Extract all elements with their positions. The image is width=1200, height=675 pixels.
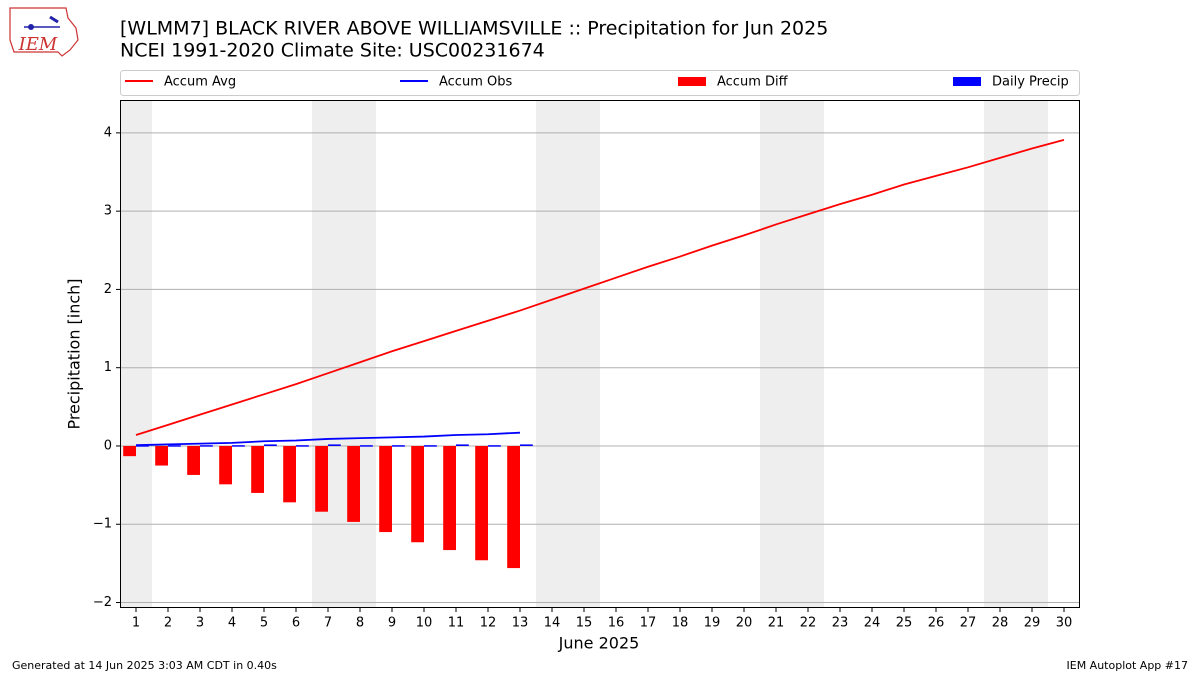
x-tick-label: 9 [388, 616, 396, 631]
legend-label: Accum Obs [439, 75, 512, 90]
footer-right: IEM Autoplot App #17 [1067, 659, 1189, 672]
bar [155, 445, 168, 466]
bar [136, 445, 149, 447]
bar [392, 445, 405, 447]
weekend-shade [984, 100, 1016, 608]
bar [296, 445, 309, 447]
y-tick-label: 3 [104, 204, 112, 219]
x-tick-label: 1 [132, 616, 140, 631]
line [135, 431, 521, 447]
bar [360, 445, 373, 447]
bar [488, 445, 501, 447]
bar [411, 445, 424, 543]
logo: IEM [9, 7, 79, 57]
bar [123, 445, 136, 457]
x-tick-label: 5 [260, 616, 268, 631]
y-tick-label: −1 [93, 517, 112, 532]
legend-label: Accum Diff [717, 75, 789, 90]
x-tick-label: 22 [800, 616, 817, 631]
weekend-shade [568, 100, 600, 608]
bar [187, 445, 200, 475]
weekend-shade [344, 100, 376, 608]
logo-text: IEM [18, 34, 58, 55]
bar [328, 444, 341, 446]
bar [219, 445, 232, 485]
y-tick-label: 1 [104, 360, 112, 375]
y-tick-label: 2 [104, 282, 112, 297]
bar [168, 445, 181, 447]
legend-label: Daily Precip [992, 75, 1069, 90]
y-tick-label: −2 [93, 595, 112, 610]
x-tick-label: 29 [1024, 616, 1041, 631]
plot-frame [120, 100, 1080, 608]
bar [200, 445, 213, 447]
footer-left: Generated at 14 Jun 2025 3:03 AM CDT in … [12, 659, 277, 672]
bar [475, 445, 488, 561]
legend-swatch [953, 77, 981, 86]
line [135, 139, 1065, 436]
x-tick-label: 16 [608, 616, 625, 631]
x-tick-label: 27 [960, 616, 977, 631]
x-tick-label: 13 [512, 616, 529, 631]
x-tick-label: 28 [992, 616, 1009, 631]
weekend-shade [792, 100, 824, 608]
legend-label: Accum Avg [164, 75, 236, 90]
bar [507, 445, 520, 569]
x-tick-label: 12 [480, 616, 497, 631]
x-tick-label: 20 [736, 616, 753, 631]
x-tick-label: 17 [640, 616, 657, 631]
bar [379, 445, 392, 533]
weekend-shade [760, 100, 792, 608]
x-tick-label: 21 [768, 616, 785, 631]
bar [232, 445, 245, 447]
x-tick-label: 7 [324, 616, 332, 631]
y-axis-label: Precipitation [inch] [65, 278, 84, 429]
weekend-shade [536, 100, 568, 608]
legend-box [120, 70, 1080, 96]
x-tick-label: 14 [544, 616, 561, 631]
bar [315, 445, 328, 512]
plot-area [120, 100, 1080, 608]
bar [264, 444, 277, 446]
weekend-shade [1016, 100, 1048, 608]
legend-swatch [678, 77, 706, 86]
bar [347, 445, 360, 522]
x-tick-label: 23 [832, 616, 849, 631]
x-tick-label: 2 [164, 616, 172, 631]
x-tick-label: 4 [228, 616, 236, 631]
x-tick-label: 15 [576, 616, 593, 631]
bar [520, 444, 533, 446]
weekend-shade [120, 100, 152, 608]
weekend-shade [312, 100, 344, 608]
x-tick-label: 18 [672, 616, 689, 631]
x-axis-label: June 2025 [558, 634, 640, 653]
bar [443, 445, 456, 551]
x-tick-label: 25 [896, 616, 913, 631]
x-tick-label: 10 [416, 616, 433, 631]
x-tick-label: 6 [292, 616, 300, 631]
x-tick-label: 24 [864, 616, 881, 631]
y-tick-label: 4 [104, 125, 112, 140]
x-tick-label: 26 [928, 616, 945, 631]
bar [283, 445, 296, 503]
x-tick-label: 3 [196, 616, 204, 631]
x-tick-label: 8 [356, 616, 364, 631]
bar [456, 444, 469, 446]
chart-subtitle: NCEI 1991-2020 Climate Site: USC00231674 [120, 40, 545, 62]
chart-title: [WLMM7] BLACK RIVER ABOVE WILLIAMSVILLE … [120, 18, 828, 40]
y-tick-label: 0 [104, 438, 112, 453]
bar [251, 445, 264, 493]
x-tick-label: 11 [448, 616, 465, 631]
bar [424, 445, 437, 447]
x-tick-label: 19 [704, 616, 721, 631]
x-tick-label: 30 [1056, 616, 1073, 631]
